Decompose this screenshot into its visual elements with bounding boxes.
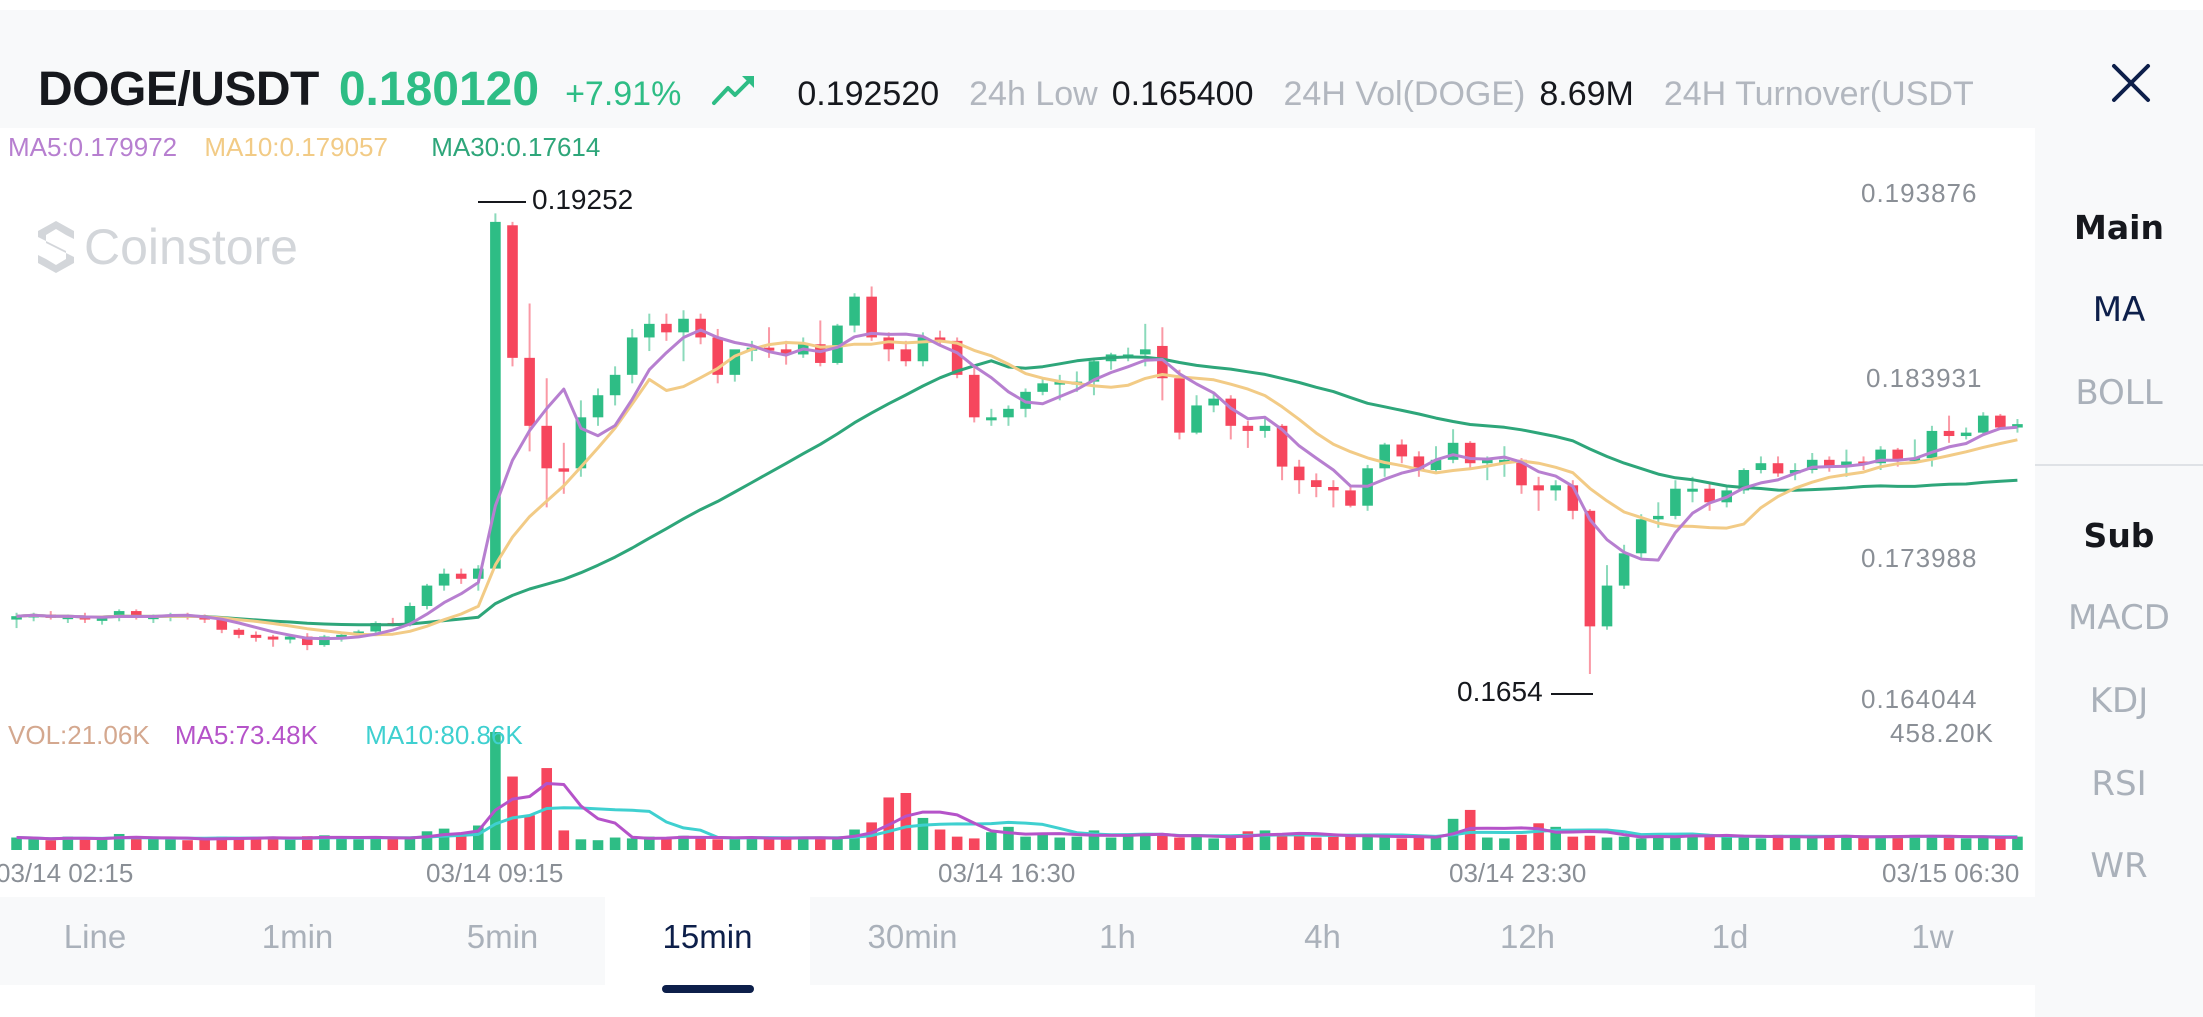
- indicator-kdj[interactable]: KDJ: [2089, 681, 2149, 721]
- candlestick-chart[interactable]: [0, 128, 2035, 890]
- time-axis-label: 03/14 16:30: [938, 858, 1076, 888]
- watermark-text: Coinstore: [84, 219, 298, 275]
- low-24h-value: 0.165400: [1111, 75, 1254, 113]
- active-tab-indicator: [661, 985, 754, 993]
- pair-name: DOGE/USDT: [38, 63, 319, 116]
- indicator-boll[interactable]: BOLL: [2075, 373, 2163, 413]
- tab-15min[interactable]: 15min: [605, 897, 810, 993]
- tab-5min[interactable]: 5min: [466, 918, 539, 955]
- tab-12h[interactable]: 12h: [1499, 918, 1556, 955]
- indicator-ma[interactable]: MA: [2092, 290, 2146, 330]
- turnover-24h-label: 24H Turnover(USDT: [1663, 75, 1974, 113]
- low-24h-label: 24h Low: [969, 75, 1098, 113]
- indicator-macd[interactable]: MACD: [2068, 598, 2170, 638]
- legend-ma10: MA10:0.179057: [204, 132, 388, 162]
- trending-up-icon: [712, 75, 755, 105]
- volume-legend: VOL:21.06K MA5:73.48K MA10:80.86K: [8, 720, 523, 751]
- price-axis-label: 0.183931: [1866, 363, 1983, 393]
- sub-indicator-heading: Sub: [2083, 516, 2155, 555]
- legend-ma30: MA30:0.17614: [431, 132, 601, 162]
- legend-ma5: MA5:0.179972: [8, 132, 178, 162]
- indicator-panel: Main MA BOLL Sub MACD KDJ RSI WR: [2035, 128, 2203, 1017]
- tab-1w[interactable]: 1w: [1911, 918, 1954, 955]
- change-percent: +7.91%: [565, 75, 682, 113]
- ticker-header: DOGE/USDT 0.180120 +7.91% 0.192520 24h L…: [0, 10, 2203, 128]
- legend-vol-ma10: MA10:80.86K: [365, 720, 523, 750]
- price-axis-label: 0.173988: [1861, 543, 1978, 573]
- tab-30min[interactable]: 30min: [867, 918, 958, 955]
- vol-24h-value: 8.69M: [1539, 75, 1634, 113]
- price-axis-label: 0.193876: [1861, 178, 1978, 208]
- tab-1d[interactable]: 1d: [1711, 918, 1749, 955]
- top-strip: [0, 0, 2203, 10]
- coinstore-logo-icon: [38, 221, 74, 273]
- tab-1h[interactable]: 1h: [1099, 918, 1136, 955]
- time-axis-label: 03/14 02:15: [0, 858, 134, 888]
- low-annotation: 0.1654: [1457, 676, 1593, 708]
- high-annotation: 0.19252: [478, 184, 633, 216]
- close-icon[interactable]: [2108, 60, 2154, 106]
- last-price: 0.180120: [338, 63, 540, 116]
- tab-4h[interactable]: 4h: [1304, 918, 1341, 955]
- price-axis-label: 0.164044: [1861, 684, 1978, 714]
- tab-line[interactable]: Line: [63, 918, 127, 955]
- indicator-wr[interactable]: WR: [2090, 846, 2148, 886]
- time-axis-label: 03/14 23:30: [1449, 858, 1587, 888]
- indicator-rsi[interactable]: RSI: [2091, 764, 2147, 804]
- timeframe-tabs: Line 1min 5min 15min 30min 1h 4h 12h 1d …: [0, 897, 2035, 993]
- main-legend: MA5:0.179972 MA10:0.179057 MA30:0.17614: [8, 132, 600, 163]
- watermark: Coinstore: [36, 218, 298, 276]
- legend-vol: VOL:21.06K: [8, 720, 150, 750]
- main-indicator-heading: Main: [2074, 208, 2164, 247]
- legend-vol-ma5: MA5:73.48K: [174, 720, 318, 750]
- volume-axis-max: 458.20K: [1890, 718, 1994, 748]
- ticker-stats: DOGE/USDT 0.180120 +7.91% 0.192520 24h L…: [38, 62, 2034, 117]
- time-axis-label: 03/14 09:15: [426, 858, 564, 888]
- vol-24h-label: 24H Vol(DOGE): [1283, 75, 1526, 113]
- tab-15min-label: 15min: [662, 918, 753, 955]
- chart-area[interactable]: Coinstore MA5:0.179972 MA10:0.179057 MA3…: [0, 128, 2035, 890]
- panel-divider: [2035, 464, 2203, 466]
- high-24h-value: 0.192520: [797, 75, 940, 113]
- tab-1min[interactable]: 1min: [261, 918, 334, 955]
- time-axis-label: 03/15 06:30: [1882, 858, 2020, 888]
